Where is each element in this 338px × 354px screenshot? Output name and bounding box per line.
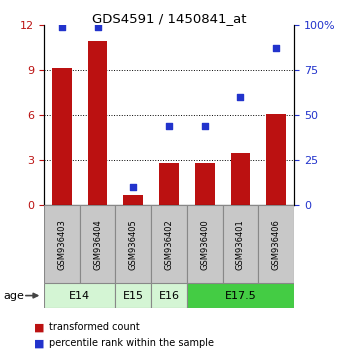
Bar [52, 68, 72, 205]
Bar [80, 205, 115, 283]
Bar [151, 205, 187, 283]
Bar [187, 205, 223, 283]
Text: age: age [3, 291, 24, 301]
Text: GSM936402: GSM936402 [165, 219, 173, 270]
Bar [223, 205, 258, 283]
Text: E17.5: E17.5 [224, 291, 256, 301]
Bar [151, 283, 187, 308]
Text: GSM936403: GSM936403 [57, 219, 66, 270]
Text: transformed count: transformed count [49, 322, 140, 332]
Text: GSM936405: GSM936405 [129, 219, 138, 270]
Bar [115, 283, 151, 308]
Point [202, 123, 208, 129]
Bar [195, 163, 215, 205]
Point [59, 24, 65, 29]
Point [166, 123, 172, 129]
Text: ■: ■ [34, 322, 44, 332]
Bar [258, 205, 294, 283]
Text: ■: ■ [34, 338, 44, 348]
Point [238, 94, 243, 100]
Text: percentile rank within the sample: percentile rank within the sample [49, 338, 214, 348]
Bar [44, 283, 115, 308]
Text: GDS4591 / 1450841_at: GDS4591 / 1450841_at [92, 12, 246, 25]
Text: GSM936401: GSM936401 [236, 219, 245, 270]
Text: E16: E16 [159, 291, 179, 301]
Bar [88, 41, 107, 205]
Text: GSM936400: GSM936400 [200, 219, 209, 270]
Bar [266, 114, 286, 205]
Bar [123, 195, 143, 205]
Point [273, 45, 279, 51]
Text: E15: E15 [123, 291, 144, 301]
Bar [159, 163, 179, 205]
Text: GSM936404: GSM936404 [93, 219, 102, 270]
Bar [115, 205, 151, 283]
Text: E14: E14 [69, 291, 90, 301]
Point [95, 24, 100, 29]
Bar [187, 283, 294, 308]
Text: GSM936406: GSM936406 [272, 219, 281, 270]
Point [130, 184, 136, 190]
Bar [44, 205, 80, 283]
Bar [231, 153, 250, 205]
